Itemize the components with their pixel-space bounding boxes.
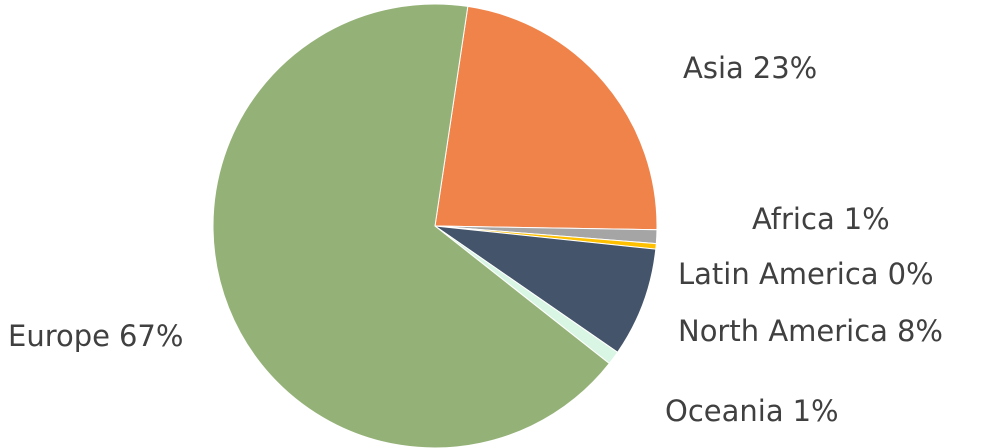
slice-label: Latin America 0% xyxy=(678,257,934,291)
value-label: 1% xyxy=(844,202,890,236)
value-label: 8% xyxy=(897,314,943,348)
slice-label: Europe 67% xyxy=(8,319,183,353)
value-label: 67% xyxy=(119,319,183,353)
pie-slice xyxy=(434,5,658,231)
value-label: 0% xyxy=(888,257,934,291)
category-name: North America xyxy=(678,314,888,348)
category-name: Africa xyxy=(752,202,835,236)
slice-label: North America 8% xyxy=(678,314,943,348)
slice-label: Asia 23% xyxy=(683,51,817,85)
category-name: Europe xyxy=(8,319,110,353)
category-name: Latin America xyxy=(678,257,879,291)
category-name: Asia xyxy=(683,51,744,85)
pie-slice xyxy=(434,225,657,353)
slice-label: Africa 1% xyxy=(752,202,890,236)
pie-slice xyxy=(212,3,611,448)
slice-label: Oceania 1% xyxy=(665,394,839,428)
value-label: 23% xyxy=(753,51,817,85)
value-label: 1% xyxy=(793,394,839,428)
category-name: Oceania xyxy=(665,394,784,428)
